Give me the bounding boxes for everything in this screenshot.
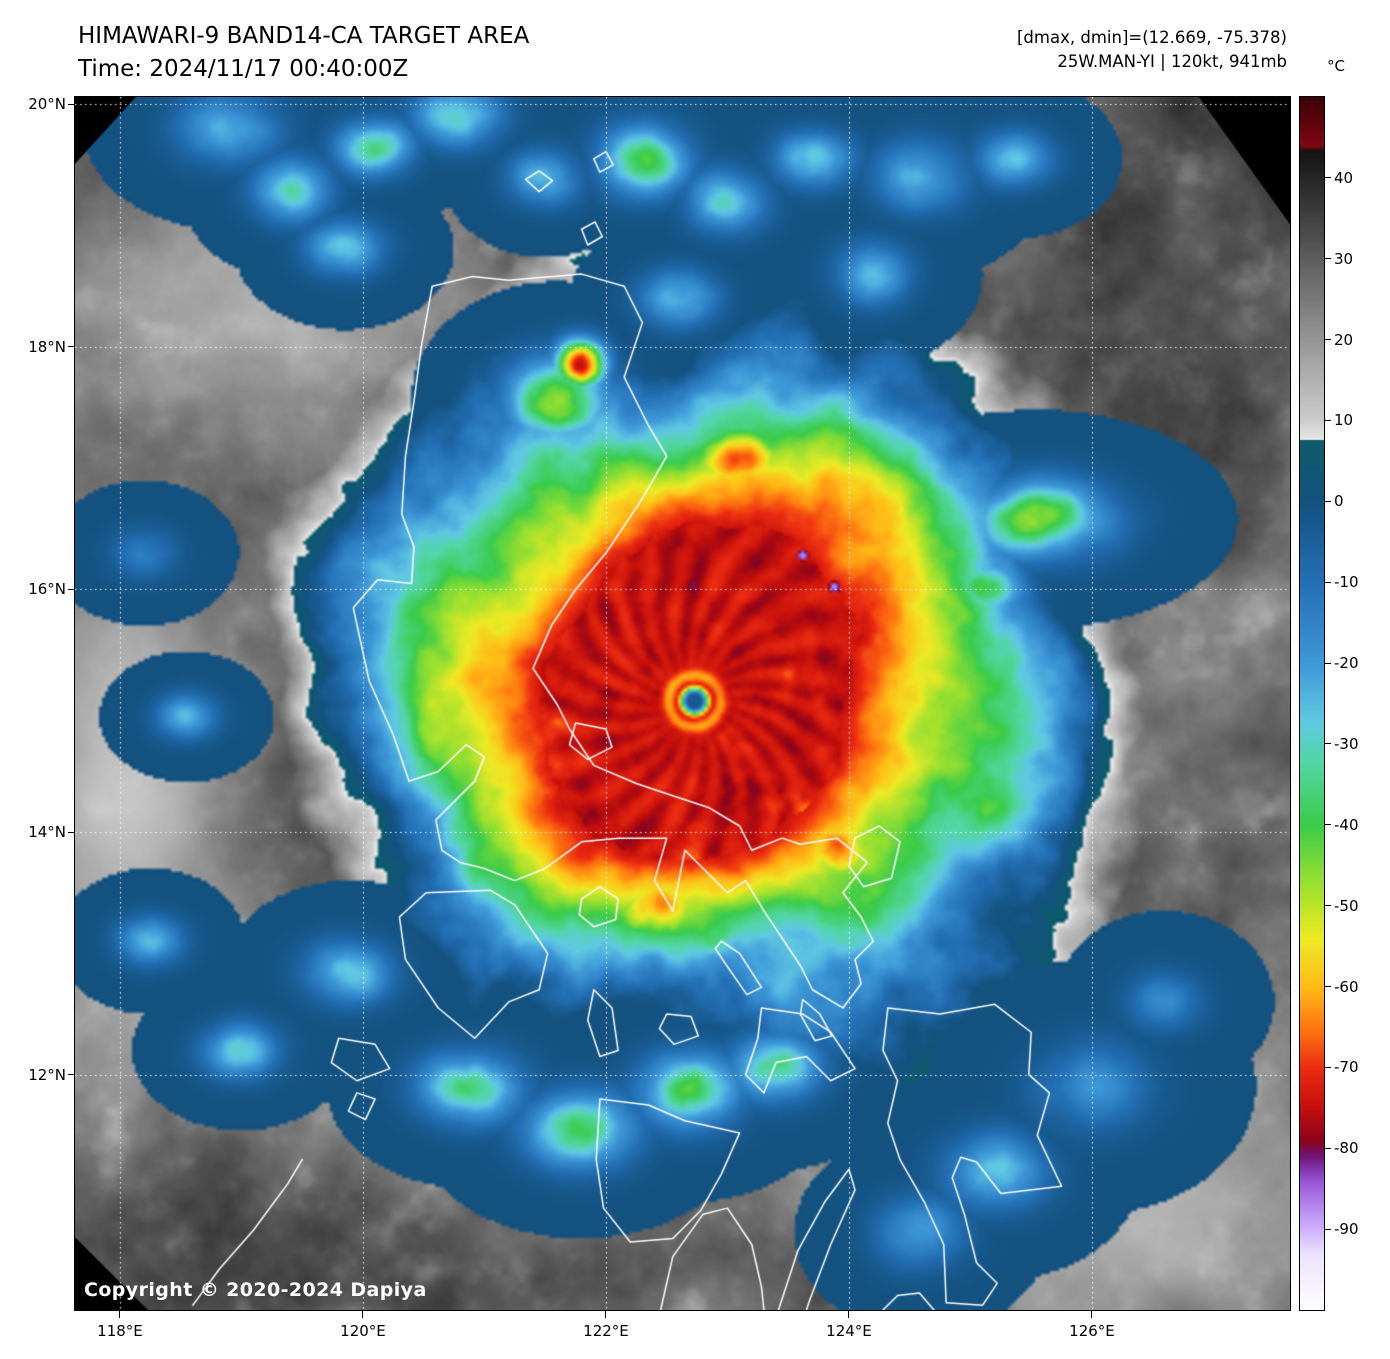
colorbar-tick [1325,905,1331,907]
colorbar-tick [1325,500,1331,502]
colorbar-tick [1325,662,1331,664]
figure-timestamp: Time: 2024/11/17 00:40:00Z [78,56,409,82]
colorbar-tick-label: -10 [1334,573,1359,592]
colorbar-tick [1325,1066,1331,1068]
axis-tick [119,1311,121,1318]
lon-tick-label: 124°E [826,1322,872,1340]
axis-tick [848,1311,850,1318]
satellite-image-canvas [75,97,1290,1310]
colorbar-tick-label: -60 [1334,977,1359,996]
lat-tick-label: 12°N [28,1065,66,1084]
colorbar-unit-label: °C [1327,57,1345,75]
colorbar-tick [1325,177,1331,179]
dmax-dmin-readout: [dmax, dmin]=(12.669, -75.378) [1017,28,1287,47]
colorbar-tick-label: 40 [1334,168,1354,187]
colorbar-tick-label: -50 [1334,896,1359,915]
colorbar-tick-label: 10 [1334,411,1354,430]
info-block: [dmax, dmin]=(12.669, -75.378) 25W.MAN-Y… [1017,26,1287,74]
lat-tick-label: 18°N [28,337,66,356]
lat-tick-label: 16°N [28,580,66,599]
colorbar-gradient [1300,97,1324,1310]
axis-tick [1091,1311,1093,1318]
axis-tick [68,103,75,105]
colorbar-tick-label: 30 [1334,249,1354,268]
colorbar [1299,96,1325,1311]
storm-readout: 25W.MAN-YI | 120kt, 941mb [1057,52,1287,71]
lat-tick-label: 20°N [28,95,66,114]
colorbar-tick [1325,1147,1331,1149]
lon-tick-label: 122°E [583,1322,629,1340]
axis-tick [68,831,75,833]
colorbar-tick-label: 20 [1334,330,1354,349]
title-block: HIMAWARI-9 BAND14-CA TARGET AREA Time: 2… [78,20,529,86]
axis-tick [68,588,75,590]
colorbar-tick-label: -80 [1334,1139,1359,1158]
axis-tick [68,1074,75,1076]
colorbar-tick [1325,581,1331,583]
colorbar-tick-label: -70 [1334,1058,1359,1077]
colorbar-tick-label: -90 [1334,1220,1359,1239]
colorbar-tick-label: -40 [1334,815,1359,834]
lon-tick-label: 126°E [1069,1322,1115,1340]
colorbar-tick [1325,258,1331,260]
lon-tick-label: 118°E [97,1322,143,1340]
figure-title: HIMAWARI-9 BAND14-CA TARGET AREA [78,23,530,49]
colorbar-tick [1325,824,1331,826]
colorbar-tick-label: -30 [1334,734,1359,753]
axis-tick [68,346,75,348]
lat-tick-label: 14°N [28,823,66,842]
lon-tick-label: 120°E [340,1322,386,1340]
colorbar-tick [1325,986,1331,988]
colorbar-tick [1325,1228,1331,1230]
colorbar-tick [1325,419,1331,421]
colorbar-tick-label: 0 [1334,492,1344,511]
colorbar-tick [1325,339,1331,341]
colorbar-tick-label: -20 [1334,654,1359,673]
colorbar-tick [1325,743,1331,745]
axis-tick [362,1311,364,1318]
satellite-map: Copyright © 2020-2024 Dapiya [74,96,1291,1311]
copyright-text: Copyright © 2020-2024 Dapiya [84,1279,427,1301]
axis-tick [605,1311,607,1318]
